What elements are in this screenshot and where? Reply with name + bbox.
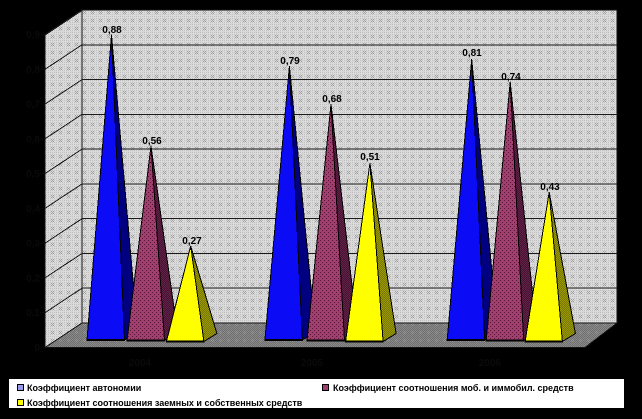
- svg-text:0,51: 0,51: [360, 152, 380, 163]
- svg-text:0,43: 0,43: [540, 182, 560, 193]
- svg-text:Коэффициент соотношения заемны: Коэффициент соотношения заемных и собств…: [27, 398, 303, 408]
- svg-text:Коэффициент соотношения моб. и: Коэффициент соотношения моб. и иммобил. …: [333, 383, 574, 393]
- svg-text:0,2: 0,2: [26, 273, 40, 284]
- svg-text:0,56: 0,56: [142, 136, 162, 147]
- svg-text:0,1: 0,1: [26, 308, 40, 319]
- svg-text:2004: 2004: [129, 358, 152, 369]
- svg-text:0: 0: [34, 343, 40, 354]
- svg-text:0,6: 0,6: [26, 134, 40, 145]
- svg-text:0,81: 0,81: [462, 48, 482, 59]
- svg-text:0,68: 0,68: [322, 94, 342, 105]
- svg-text:2006: 2006: [479, 358, 502, 369]
- svg-text:0,74: 0,74: [501, 72, 521, 83]
- svg-text:0,8: 0,8: [26, 65, 40, 76]
- svg-text:0,9: 0,9: [26, 30, 40, 41]
- svg-text:0,4: 0,4: [26, 204, 40, 215]
- svg-text:0,3: 0,3: [26, 239, 40, 250]
- svg-text:0,7: 0,7: [26, 100, 40, 111]
- svg-text:0,79: 0,79: [280, 56, 300, 67]
- svg-text:Коэффициент автономии: Коэффициент автономии: [27, 383, 141, 393]
- svg-text:0,88: 0,88: [102, 25, 122, 36]
- svg-text:0,5: 0,5: [26, 169, 40, 180]
- svg-text:0,27: 0,27: [182, 236, 202, 247]
- svg-text:2005: 2005: [301, 358, 324, 369]
